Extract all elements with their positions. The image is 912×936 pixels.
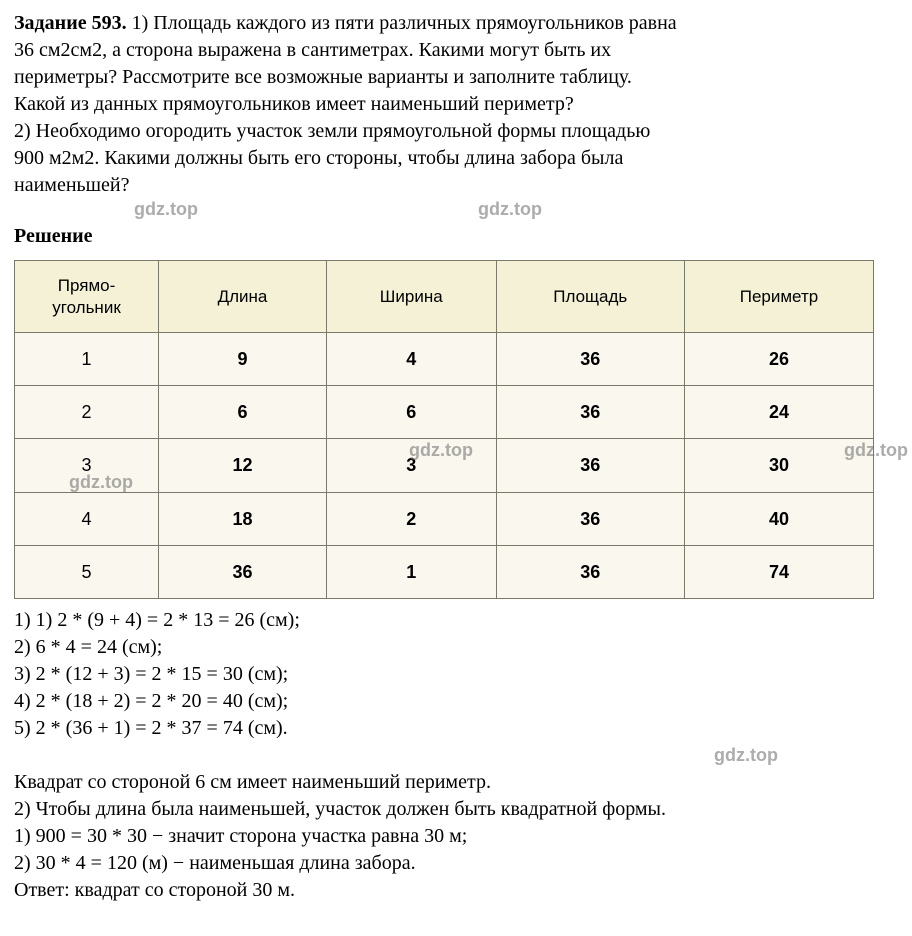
solution-line: 1) 1) 2 * (9 + 4) = 2 * 13 = 26 (см);: [14, 607, 898, 634]
col-header: Площадь: [496, 261, 684, 333]
cell: 36: [496, 545, 684, 598]
cell: 6: [159, 386, 327, 439]
solution-line: 2) 30 * 4 = 120 (м) − наименьшая длина з…: [14, 850, 898, 877]
cell: 36: [496, 386, 684, 439]
problem-text: Задание 593. 1) Площадь каждого из пяти …: [14, 10, 898, 199]
cell: 26: [684, 332, 873, 385]
cell: 2: [326, 492, 496, 545]
col-header: Длина: [159, 261, 327, 333]
cell: 3: [326, 439, 496, 492]
solution-line: Квадрат со стороной 6 см имеет наименьши…: [14, 769, 898, 796]
task-line6: 900 м2м2. Какими должны быть его стороны…: [14, 147, 623, 169]
task-label: Задание 593.: [14, 12, 127, 34]
task-line2: 36 см2см2, а сторона выражена в сантимет…: [14, 39, 611, 61]
solution-line: 1) 900 = 30 * 30 − значит сторона участк…: [14, 823, 898, 850]
cell: 5: [15, 545, 159, 598]
rectangles-table: Прямо- угольник Длина Ширина Площадь Пер…: [14, 260, 874, 599]
cell: 4: [15, 492, 159, 545]
solution-line: 4) 2 * (18 + 2) = 2 * 20 = 40 (см);: [14, 688, 898, 715]
cell: 24: [684, 386, 873, 439]
cell: 12: [159, 439, 327, 492]
watermark: gdz.top: [714, 745, 778, 765]
cell: 30: [684, 439, 873, 492]
cell: 6: [326, 386, 496, 439]
col-header: Ширина: [326, 261, 496, 333]
col-header: Прямо- угольник: [15, 261, 159, 333]
task-line7: наименьшей?: [14, 174, 130, 196]
cell: 3: [15, 439, 159, 492]
table-header-row: Прямо- угольник Длина Ширина Площадь Пер…: [15, 261, 874, 333]
cell: 2: [15, 386, 159, 439]
solution-lines: 1) 1) 2 * (9 + 4) = 2 * 13 = 26 (см); 2)…: [14, 607, 898, 904]
cell: 74: [684, 545, 873, 598]
table-row: 3 12 3 36 30: [15, 439, 874, 492]
table-row: 4 18 2 36 40: [15, 492, 874, 545]
task-line5: 2) Необходимо огородить участок земли пр…: [14, 120, 650, 142]
solution-line: Ответ: квадрат со стороной 30 м.: [14, 877, 898, 904]
table-wrap: Прямо- угольник Длина Ширина Площадь Пер…: [14, 260, 898, 599]
task-line4: Какой из данных прямоугольников имеет на…: [14, 93, 574, 115]
cell: 1: [326, 545, 496, 598]
table-row: 2 6 6 36 24: [15, 386, 874, 439]
cell: 36: [159, 545, 327, 598]
task-line3: периметры? Рассмотрите все возможные вар…: [14, 66, 632, 88]
cell: 9: [159, 332, 327, 385]
solution-label: Решение: [14, 223, 898, 250]
watermark: gdz.top: [478, 197, 542, 221]
solution-line: 2) 6 * 4 = 24 (см);: [14, 634, 898, 661]
solution-line: 5) 2 * (36 + 1) = 2 * 37 = 74 (см).: [14, 715, 898, 742]
table-row: 5 36 1 36 74: [15, 545, 874, 598]
task-line1: 1) Площадь каждого из пяти различных пря…: [127, 12, 677, 34]
watermark-row: gdz.top gdz.top: [14, 197, 898, 221]
cell: 1: [15, 332, 159, 385]
cell: 40: [684, 492, 873, 545]
cell: 36: [496, 332, 684, 385]
cell: 18: [159, 492, 327, 545]
cell: 36: [496, 439, 684, 492]
col-header: Периметр: [684, 261, 873, 333]
cell: 36: [496, 492, 684, 545]
solution-line: 3) 2 * (12 + 3) = 2 * 15 = 30 (см);: [14, 661, 898, 688]
solution-line: 2) Чтобы длина была наименьшей, участок …: [14, 796, 898, 823]
watermark: gdz.top: [134, 197, 198, 221]
cell: 4: [326, 332, 496, 385]
table-row: 1 9 4 36 26: [15, 332, 874, 385]
